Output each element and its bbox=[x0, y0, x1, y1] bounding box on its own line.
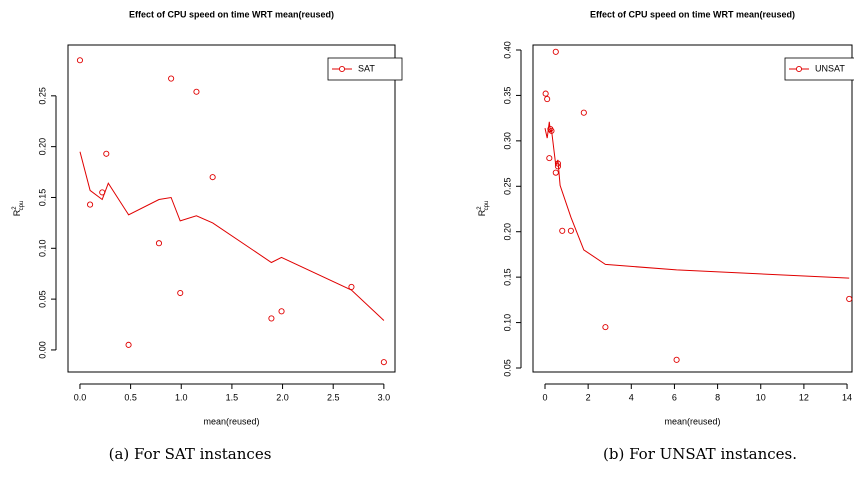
y-tick-label: 0.10 bbox=[37, 240, 47, 258]
y-tick-label: 0.15 bbox=[37, 189, 47, 207]
x-tick-label: 8 bbox=[715, 392, 720, 402]
data-point bbox=[846, 295, 853, 302]
y-tick-label: 0.10 bbox=[502, 314, 512, 332]
data-point bbox=[380, 359, 387, 366]
y-tick-label: 0.35 bbox=[502, 87, 512, 105]
y-tick-label: 0.15 bbox=[502, 268, 512, 286]
data-point bbox=[103, 150, 110, 157]
y-label-sup: 2 bbox=[477, 206, 483, 210]
x-tick-label: 14 bbox=[842, 392, 852, 402]
data-point bbox=[168, 75, 175, 82]
data-point bbox=[554, 163, 561, 170]
x-tick-label: 0 bbox=[542, 392, 547, 402]
x-tick-label: 10 bbox=[756, 392, 766, 402]
legend-box bbox=[327, 57, 403, 81]
data-point bbox=[278, 308, 285, 315]
legend-marker bbox=[795, 65, 803, 73]
data-point bbox=[552, 169, 559, 176]
x-tick-label: 3.0 bbox=[378, 392, 391, 402]
legend-box bbox=[784, 57, 854, 81]
data-point bbox=[87, 201, 94, 208]
fit-line bbox=[544, 121, 850, 279]
y-tick-label: 0.40 bbox=[502, 41, 512, 59]
data-point bbox=[155, 240, 163, 247]
data-point bbox=[542, 90, 549, 97]
y-label-base: R bbox=[477, 209, 487, 216]
data-point bbox=[348, 283, 355, 290]
y-tick-label: 0.25 bbox=[37, 87, 47, 105]
data-point bbox=[546, 155, 553, 162]
data-point bbox=[209, 174, 216, 181]
y-tick-label: 0.05 bbox=[37, 290, 47, 308]
y-label-sub: cpu bbox=[19, 201, 25, 211]
data-point bbox=[125, 341, 132, 348]
legend-label: SAT bbox=[358, 63, 375, 73]
data-point bbox=[177, 289, 184, 297]
y-tick-label: 0.00 bbox=[37, 341, 47, 359]
legend-label: UNSAT bbox=[815, 63, 845, 73]
data-point bbox=[554, 160, 561, 167]
x-tick-label: 0.5 bbox=[124, 392, 137, 402]
data-point bbox=[567, 227, 574, 234]
data-point bbox=[99, 189, 106, 196]
x-tick-label: 2 bbox=[586, 392, 591, 402]
y-axis-label: R2cpu bbox=[477, 201, 490, 217]
data-point bbox=[580, 109, 587, 116]
x-tick-label: 0.0 bbox=[74, 392, 87, 402]
chart-title: Effect of CPU speed on time WRT mean(reu… bbox=[129, 9, 334, 19]
data-point bbox=[76, 57, 84, 64]
data-point bbox=[548, 127, 555, 134]
y-tick-label: 0.20 bbox=[37, 138, 47, 156]
y-tick-label: 0.25 bbox=[502, 178, 512, 196]
fit-line bbox=[79, 151, 385, 321]
y-axis-label: R2cpu bbox=[12, 201, 25, 217]
x-tick-label: 12 bbox=[799, 392, 809, 402]
data-point bbox=[268, 315, 275, 322]
data-point bbox=[673, 356, 680, 363]
x-tick-label: 2.5 bbox=[327, 392, 340, 402]
x-tick-label: 4 bbox=[629, 392, 634, 402]
x-tick-label: 1.5 bbox=[226, 392, 239, 402]
x-tick-label: 2.0 bbox=[276, 392, 289, 402]
legend-marker bbox=[338, 65, 346, 73]
caption: (a) For SAT instances bbox=[109, 445, 272, 463]
x-axis-label: mean(reused) bbox=[664, 416, 720, 426]
x-tick-label: 1.0 bbox=[175, 392, 188, 402]
x-tick-label: 6 bbox=[672, 392, 677, 402]
y-label-base: R bbox=[12, 209, 22, 216]
x-axis-label: mean(reused) bbox=[203, 416, 259, 426]
data-point bbox=[544, 96, 551, 103]
y-tick-label: 0.05 bbox=[502, 359, 512, 377]
y-label-sup: 2 bbox=[12, 206, 18, 210]
plot-box bbox=[532, 44, 853, 373]
data-point bbox=[193, 88, 200, 95]
data-point bbox=[602, 324, 609, 331]
plot-box bbox=[67, 44, 396, 373]
y-tick-label: 0.20 bbox=[502, 223, 512, 241]
chart-title: Effect of CPU speed on time WRT mean(reu… bbox=[590, 9, 795, 19]
data-point bbox=[552, 48, 559, 55]
y-label-sub: cpu bbox=[484, 201, 490, 211]
y-tick-label: 0.30 bbox=[502, 132, 512, 150]
caption: (b) For UNSAT instances. bbox=[603, 445, 797, 463]
data-point bbox=[559, 227, 566, 234]
